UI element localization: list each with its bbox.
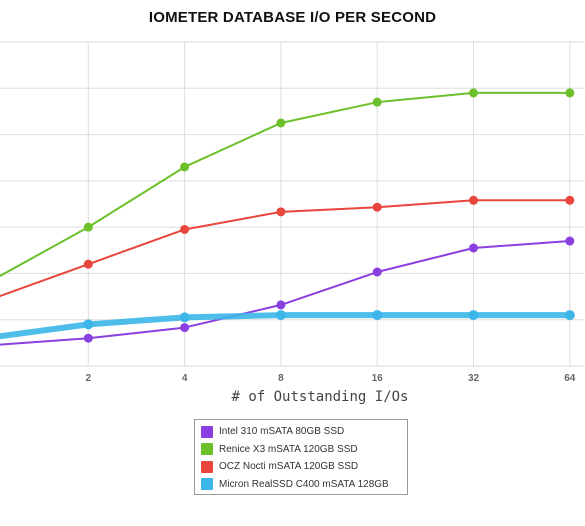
legend-swatch [201,478,213,491]
x-tick-labels: 2 4 8 16 32 64 [86,373,576,384]
legend-label: Renice X3 mSATA 120GB SSD [219,443,358,455]
x-tick-label: 32 [468,373,480,384]
legend-swatch [201,425,213,438]
data-point [83,333,93,343]
x-tick-label: 64 [564,373,576,384]
data-point [275,310,286,321]
x-tick-label: 16 [372,373,384,384]
data-point [565,236,575,246]
legend-item: Renice X3 mSATA 120GB SSD [201,441,401,459]
legend-item: OCZ Nocti mSATA 120GB SSD [201,458,401,476]
data-point [468,310,479,321]
data-point [372,97,382,107]
data-point [180,162,190,172]
data-point [469,243,478,253]
data-point [469,88,478,98]
series-group [0,88,575,346]
data-point [180,224,190,234]
legend-label: Micron RealSSD C400 mSATA 128GB [219,478,389,490]
data-point [565,88,575,98]
data-point [372,267,382,277]
legend-item: Micron RealSSD C400 mSATA 128GB [201,476,401,494]
x-tick-label: 4 [182,373,188,384]
data-point [565,195,575,205]
data-point [564,310,575,321]
data-point [83,259,93,269]
data-point [276,118,286,128]
series-line [0,199,571,298]
data-point [83,319,94,330]
data-point [372,310,383,321]
legend: Intel 310 mSATA 80GB SSD Renice X3 mSATA … [194,419,408,495]
legend-item: Intel 310 mSATA 80GB SSD [201,423,401,441]
data-point [276,300,286,310]
legend-label: Intel 310 mSATA 80GB SSD [219,426,345,438]
data-point [469,195,478,205]
legend-swatch [201,460,213,473]
data-point [83,222,93,232]
legend-swatch [201,443,213,456]
x-tick-label: 2 [86,373,92,384]
chart-title: IOMETER DATABASE I/O PER SECOND [148,9,437,26]
data-point [180,323,190,333]
series-line [0,240,571,346]
data-point [179,312,190,323]
data-point [372,202,382,212]
legend-label: OCZ Nocti mSATA 120GB SSD [219,461,359,473]
x-tick-label: 8 [278,373,284,384]
data-point [276,207,286,217]
x-axis-label: # of Outstanding I/Os [231,389,409,405]
